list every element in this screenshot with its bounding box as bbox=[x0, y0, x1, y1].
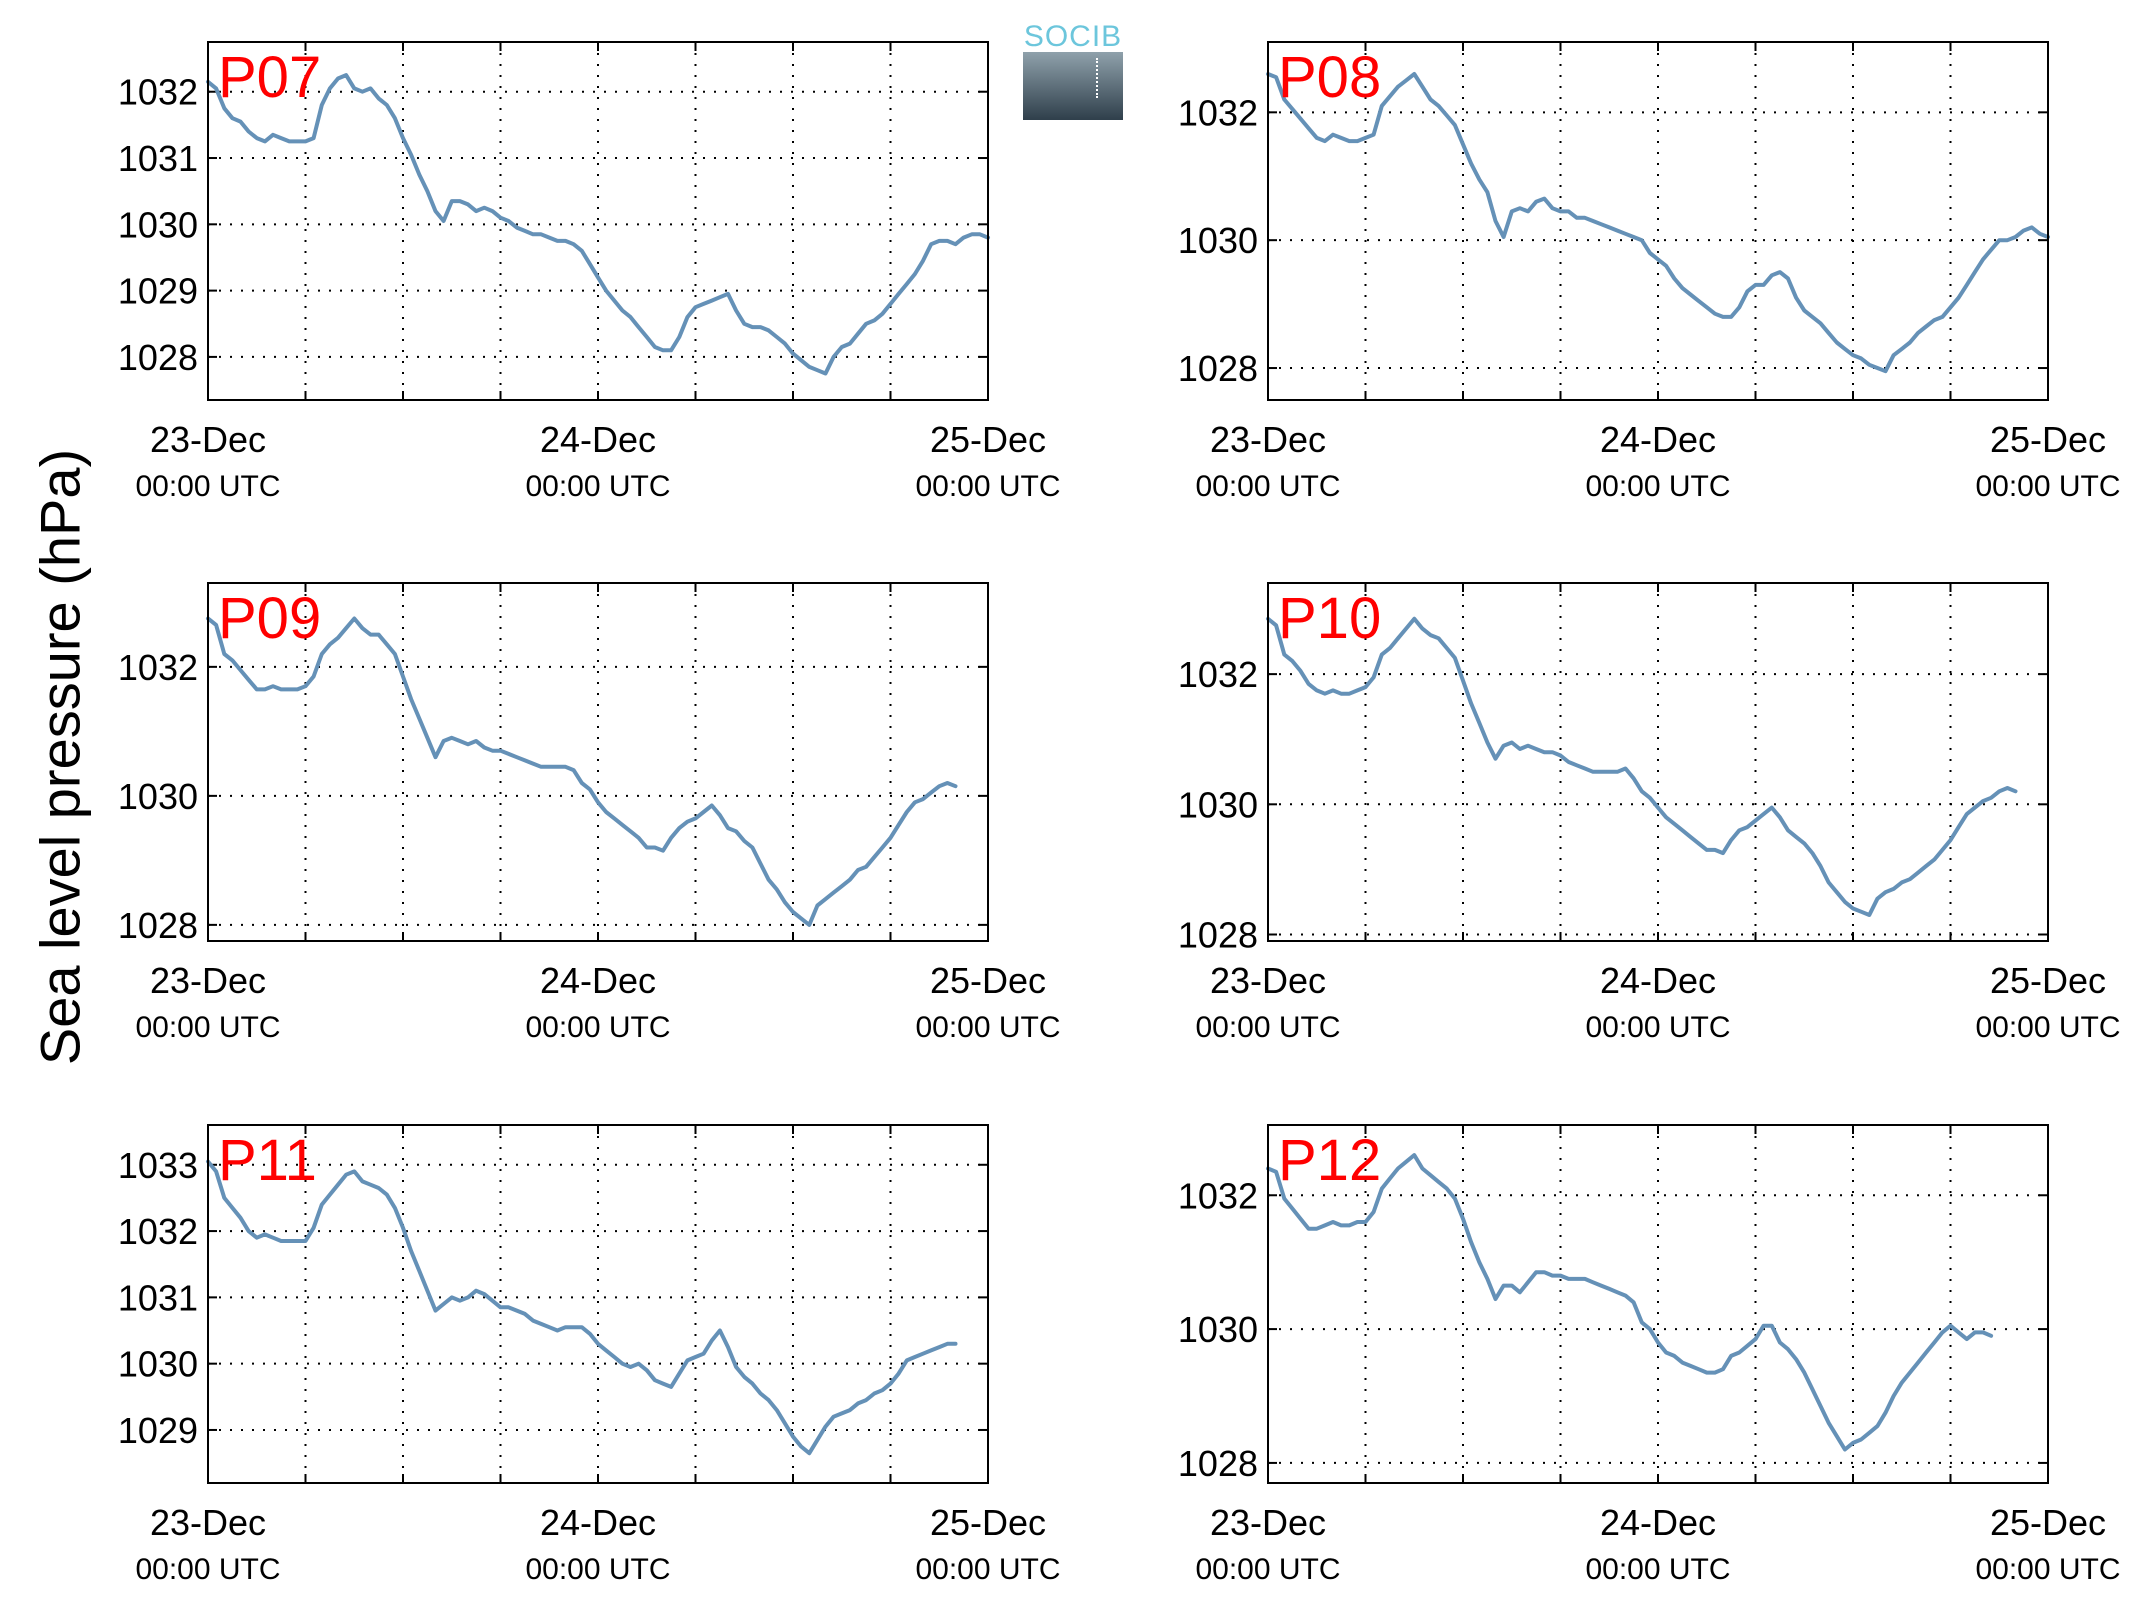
y-tick-label: 1028 bbox=[1178, 348, 1258, 389]
chart-panel-p12: 1028 1030 1032 23-Dec 00:00 UTC 24-Dec 00:00 U… bbox=[1178, 1124, 2121, 1586]
x-tick-time-label: 00:00 UTC bbox=[1585, 1011, 1730, 1044]
y-tick-label: 1032 bbox=[1178, 654, 1258, 695]
x-tick-time-label: 00:00 UTC bbox=[1195, 1011, 1340, 1044]
x-tick-date-label: 23-Dec bbox=[150, 419, 266, 460]
x-tick-time-label: 00:00 UTC bbox=[525, 1011, 670, 1044]
series-line bbox=[1266, 1153, 1994, 1452]
y-tick-label: 1030 bbox=[118, 776, 198, 817]
x-tick-date-label: 23-Dec bbox=[150, 960, 266, 1001]
x-tick-date-label: 24-Dec bbox=[1600, 419, 1716, 460]
x-tick-time-label: 00:00 UTC bbox=[1975, 1553, 2120, 1586]
y-tick-label: 1028 bbox=[1178, 914, 1258, 955]
y-tick-label: 1030 bbox=[118, 1344, 198, 1385]
x-tick-time-label: 00:00 UTC bbox=[1975, 1011, 2120, 1044]
x-tick-time-label: 00:00 UTC bbox=[1975, 470, 2120, 503]
x-tick-time-label: 00:00 UTC bbox=[1585, 470, 1730, 503]
x-tick-time-label: 00:00 UTC bbox=[135, 1553, 280, 1586]
x-tick-date-label: 25-Dec bbox=[1990, 1502, 2106, 1543]
x-tick-date-label: 23-Dec bbox=[150, 1502, 266, 1543]
x-tick-date-label: 25-Dec bbox=[930, 1502, 1046, 1543]
panel-label: P07 bbox=[218, 45, 321, 110]
y-tick-label: 1030 bbox=[1178, 220, 1258, 261]
y-tick-label: 1029 bbox=[118, 271, 198, 312]
series-line bbox=[206, 73, 990, 376]
x-tick-time-label: 00:00 UTC bbox=[135, 470, 280, 503]
axes-frame bbox=[207, 582, 989, 942]
panel-label: P09 bbox=[218, 586, 321, 651]
y-tick-label: 1028 bbox=[1178, 1443, 1258, 1484]
x-tick-date-label: 23-Dec bbox=[1210, 960, 1326, 1001]
axes-frame bbox=[207, 41, 989, 401]
axes-frame bbox=[1267, 582, 2049, 942]
y-tick-label: 1032 bbox=[118, 72, 198, 113]
chart-panel-p08: 1028 1030 1032 23-Dec 00:00 UTC 24-Dec 00:00 U… bbox=[1178, 41, 2121, 503]
y-tick-label: 1029 bbox=[118, 1410, 198, 1451]
series-line bbox=[1266, 616, 2018, 917]
x-tick-time-label: 00:00 UTC bbox=[1195, 1553, 1340, 1586]
series-line bbox=[206, 1159, 958, 1456]
x-tick-date-label: 23-Dec bbox=[1210, 1502, 1326, 1543]
y-tick-label: 1032 bbox=[1178, 92, 1258, 133]
x-tick-date-label: 25-Dec bbox=[1990, 419, 2106, 460]
logo-text: SOCIB bbox=[1023, 20, 1123, 53]
x-tick-time-label: 00:00 UTC bbox=[525, 470, 670, 503]
x-tick-date-label: 24-Dec bbox=[540, 1502, 656, 1543]
x-tick-time-label: 00:00 UTC bbox=[915, 470, 1060, 503]
series-line bbox=[206, 616, 958, 927]
panel-label: P11 bbox=[218, 1128, 317, 1193]
y-tick-label: 1030 bbox=[1178, 784, 1258, 825]
x-tick-date-label: 24-Dec bbox=[540, 960, 656, 1001]
x-tick-date-label: 24-Dec bbox=[540, 419, 656, 460]
y-tick-label: 1032 bbox=[118, 647, 198, 688]
y-tick-label: 1030 bbox=[1178, 1309, 1258, 1350]
chart-panel-p09: 1028 1030 1032 23-Dec 00:00 UTC 24-Dec 00:00 U… bbox=[118, 582, 1061, 1044]
y-tick-label: 1031 bbox=[118, 1277, 198, 1318]
x-tick-date-label: 24-Dec bbox=[1600, 1502, 1716, 1543]
x-tick-time-label: 00:00 UTC bbox=[915, 1553, 1060, 1586]
chart-panel-p07: 1028 1029 1030 1031 1032 23-Dec 00:00 UTC 24-De… bbox=[118, 41, 1061, 503]
y-tick-label: 1030 bbox=[118, 204, 198, 245]
x-tick-time-label: 00:00 UTC bbox=[1195, 470, 1340, 503]
panel-label: P08 bbox=[1278, 45, 1381, 110]
axes-frame bbox=[1267, 1124, 2049, 1484]
chart-panel-p11: 1029 1030 1031 1032 1033 23-Dec 00:00 UTC 24-De… bbox=[118, 1124, 1061, 1586]
x-tick-time-label: 00:00 UTC bbox=[915, 1011, 1060, 1044]
x-tick-date-label: 24-Dec bbox=[1600, 960, 1716, 1001]
x-tick-date-label: 25-Dec bbox=[930, 419, 1046, 460]
x-tick-date-label: 25-Dec bbox=[930, 960, 1046, 1001]
axes-frame bbox=[207, 1124, 989, 1484]
y-tick-label: 1033 bbox=[118, 1145, 198, 1186]
x-tick-time-label: 00:00 UTC bbox=[1585, 1553, 1730, 1586]
y-tick-label: 1032 bbox=[118, 1211, 198, 1252]
y-tick-label: 1028 bbox=[118, 337, 198, 378]
x-tick-time-label: 00:00 UTC bbox=[135, 1011, 280, 1044]
y-tick-label: 1031 bbox=[118, 138, 198, 179]
x-tick-date-label: 23-Dec bbox=[1210, 419, 1326, 460]
panel-label: P10 bbox=[1278, 586, 1381, 651]
logo-box bbox=[1023, 52, 1123, 120]
x-tick-time-label: 00:00 UTC bbox=[525, 1553, 670, 1586]
logo-line bbox=[1096, 58, 1098, 98]
axes-frame bbox=[1267, 41, 2049, 401]
series-line bbox=[1266, 72, 2050, 374]
socib-logo: SOCIB bbox=[1023, 20, 1123, 120]
x-tick-date-label: 25-Dec bbox=[1990, 960, 2106, 1001]
y-tick-label: 1032 bbox=[1178, 1175, 1258, 1216]
y-tick-label: 1028 bbox=[118, 905, 198, 946]
panel-label: P12 bbox=[1278, 1128, 1381, 1193]
chart-panel-p10: 1028 1030 1032 23-Dec 00:00 UTC 24-Dec 00:00 U… bbox=[1178, 582, 2121, 1044]
